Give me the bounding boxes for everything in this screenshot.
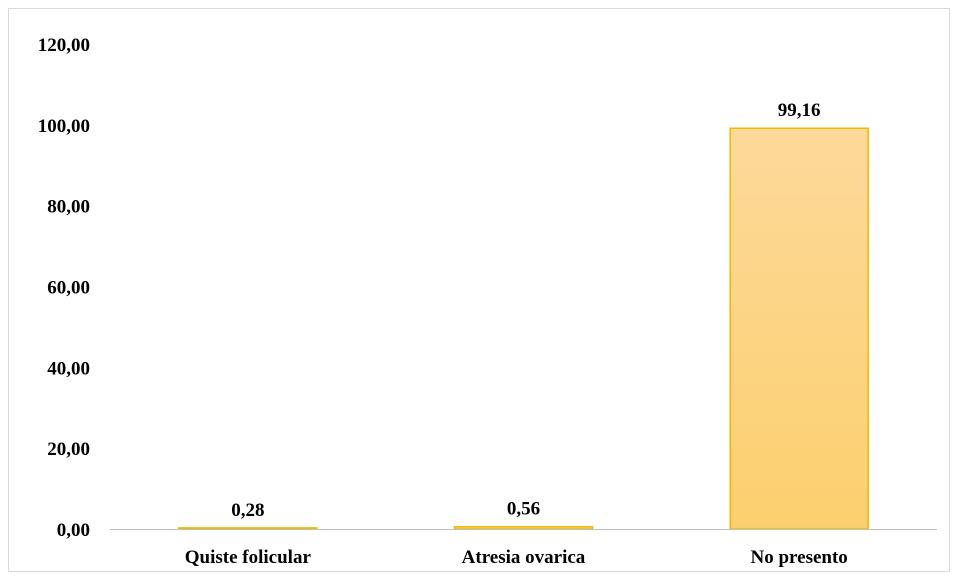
bar: [729, 127, 869, 530]
data-label: 0,28: [231, 500, 264, 521]
data-label: 99,16: [778, 100, 821, 121]
bar: [453, 525, 594, 530]
x-category-label: No presento: [751, 547, 848, 568]
y-tick-label: 100,00: [38, 116, 90, 137]
y-tick-label: 60,00: [47, 278, 90, 299]
y-tick-label: 40,00: [47, 358, 90, 379]
x-category-label: Atresia ovarica: [462, 547, 586, 568]
y-tick-label: 80,00: [47, 197, 90, 218]
y-tick-label: 120,00: [38, 35, 90, 56]
y-tick-label: 20,00: [47, 439, 90, 460]
data-labels: 0,28 0,56 99,16: [231, 100, 820, 521]
chart-frame: [8, 8, 950, 572]
y-axis-ticks: 0,00 20,00 40,00 60,00 80,00 100,00 120,00: [38, 35, 90, 541]
bar: [178, 527, 318, 530]
data-label: 0,56: [507, 499, 540, 520]
x-category-label: Quiste folicular: [185, 547, 312, 568]
bars: [178, 127, 869, 530]
y-tick-label: 0,00: [57, 520, 90, 541]
x-axis-categories: Quiste folicular Atresia ovarica No presen…: [185, 547, 848, 568]
